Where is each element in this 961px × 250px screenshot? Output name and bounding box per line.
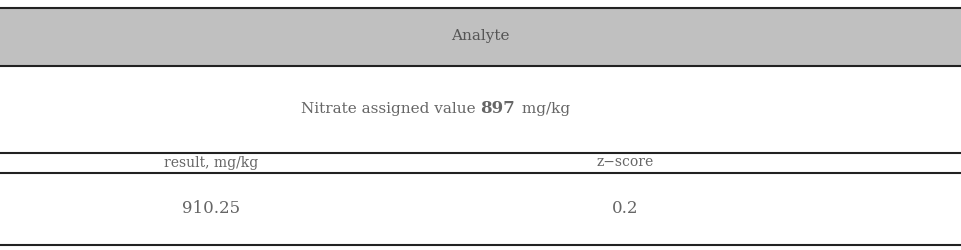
Text: Nitrate assigned value: Nitrate assigned value [301, 102, 480, 116]
Text: 897: 897 [480, 100, 515, 117]
Text: mg/kg: mg/kg [517, 102, 570, 116]
Bar [0, 8, 961, 65]
Text: Analyte: Analyte [452, 29, 509, 43]
Text: z−score: z−score [596, 156, 653, 170]
Text: 910.25: 910.25 [183, 200, 240, 217]
Text: 0.2: 0.2 [611, 200, 638, 217]
Text: result, mg/kg: result, mg/kg [164, 156, 259, 170]
